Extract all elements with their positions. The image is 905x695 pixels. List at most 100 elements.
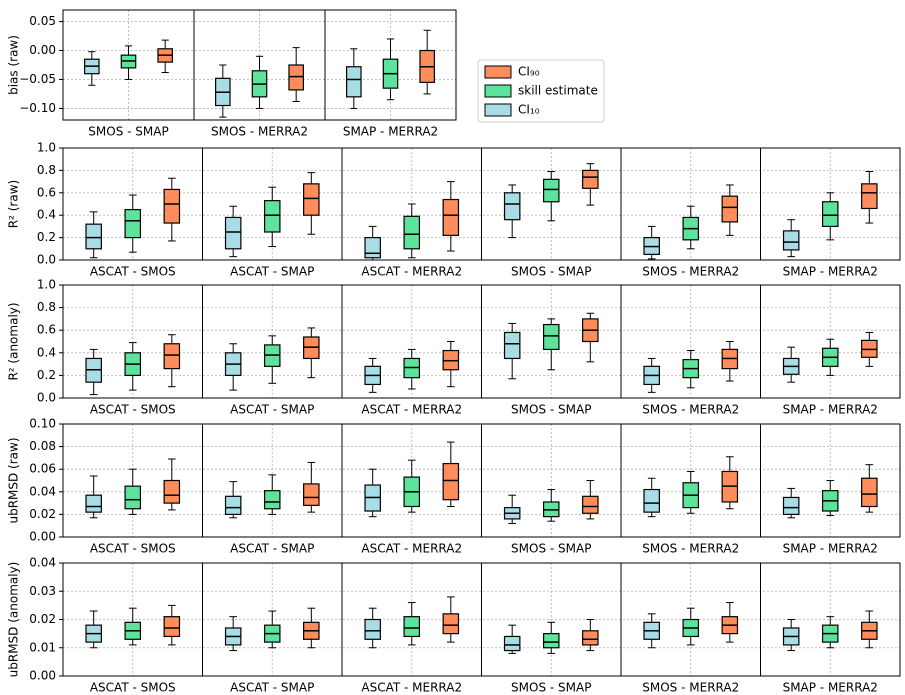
x-label: ASCAT - MERRA2 [361,681,462,695]
x-label: SMAP - MERRA2 [343,125,438,139]
y-tick-label: 0.00 [29,669,56,683]
y-tick-label: 0.02 [29,507,56,521]
panel-frame [760,423,901,538]
box [85,494,102,513]
y-axis-label: R² (raw) [7,180,21,228]
box [861,477,878,508]
box [364,237,381,259]
y-tick-label: 0.02 [29,612,56,626]
box [124,209,142,239]
box [124,485,142,510]
y-tick-label: 1.0 [37,278,56,292]
x-label: SMAP - MERRA2 [783,681,878,695]
legend-label: CI₁₀ [518,103,540,117]
legend-label: CI₉₀ [518,65,540,79]
box [782,230,800,251]
panel-frame [760,147,901,261]
box [821,201,839,227]
y-tick-label: 0.4 [37,345,56,359]
y-tick-label: 0.6 [37,323,56,337]
box [403,215,421,250]
y-tick-label: 0.00 [29,530,56,544]
y-tick-label: 0.03 [29,584,56,598]
box [163,479,181,504]
y-tick-label: 0.4 [37,208,56,222]
x-label: ASCAT - MERRA2 [361,265,462,279]
y-tick-label: 1.0 [37,141,56,155]
x-label: SMOS - SMAP [511,542,591,556]
y-tick-label: 0.10 [29,417,56,431]
x-label: SMAP - MERRA2 [783,542,878,556]
x-label: ASCAT - MERRA2 [361,542,462,556]
box [303,183,320,216]
box [582,169,599,189]
x-label: ASCAT - SMAP [230,681,314,695]
y-tick-label: 0.00 [29,43,56,57]
y-axis-label: ubRMSD (anomaly) [7,562,21,678]
y-tick-label: 0.8 [37,163,56,177]
y-tick-label: 0.6 [37,185,56,199]
y-tick-label: 0.04 [29,556,56,570]
box [861,183,878,210]
x-label: ASCAT - MERRA2 [361,403,462,417]
box [364,618,381,640]
legend-swatch [484,84,512,98]
y-tick-label: 0.04 [29,484,56,498]
y-tick-label: 0.2 [37,368,56,382]
box [263,490,281,510]
y-tick-label: 0.0 [37,391,56,405]
x-label: SMOS - MERRA2 [642,265,739,279]
box [582,495,599,514]
x-label: SMOS - SMAP [88,125,168,139]
y-tick-label: 0.2 [37,230,56,244]
x-label: SMOS - MERRA2 [642,681,739,695]
y-tick-label: 0.01 [29,640,56,654]
box [503,192,521,221]
x-label: SMOS - MERRA2 [642,542,739,556]
x-label: ASCAT - SMOS [90,681,176,695]
box [542,323,560,351]
y-tick-label: 0.05 [29,14,56,28]
box [85,223,102,250]
box [403,616,421,638]
y-tick-label: 0.0 [37,253,56,267]
legend-label: skill estimate [518,84,598,98]
x-label: ASCAT - SMAP [230,265,314,279]
y-tick-label: 0.8 [37,300,56,314]
y-tick-label: 0.08 [29,439,56,453]
x-label: ASCAT - SMOS [90,265,176,279]
x-label: SMOS - SMAP [511,265,591,279]
box [163,616,181,638]
box [442,613,460,635]
box [303,483,320,506]
panel-frame [760,562,901,677]
y-axis-label: R² (anomaly) [7,302,21,380]
y-axis-label: ubRMSD (raw) [7,437,21,523]
box [643,488,660,513]
box [503,331,521,360]
box [442,198,460,236]
x-label: ASCAT - SMAP [230,542,314,556]
legend-swatch [484,65,512,79]
panel-frame [760,284,901,399]
x-label: ASCAT - SMOS [90,403,176,417]
y-axis-label: bias (raw) [7,35,21,95]
legend: CI₉₀ skill estimate CI₁₀ [477,59,605,123]
y-tick-label: −0.05 [19,72,56,86]
box [224,216,242,250]
box [163,188,181,224]
box [503,635,521,652]
box [542,633,560,649]
box [782,496,800,516]
x-label: SMAP - MERRA2 [783,265,878,279]
y-tick-label: −0.10 [19,101,56,115]
box [542,178,560,203]
box [442,462,460,501]
box [346,66,362,98]
y-tick-label: 0.06 [29,462,56,476]
x-label: SMOS - MERRA2 [642,403,739,417]
x-label: ASCAT - SMOS [90,542,176,556]
box [288,64,304,91]
x-label: SMOS - MERRA2 [211,125,308,139]
